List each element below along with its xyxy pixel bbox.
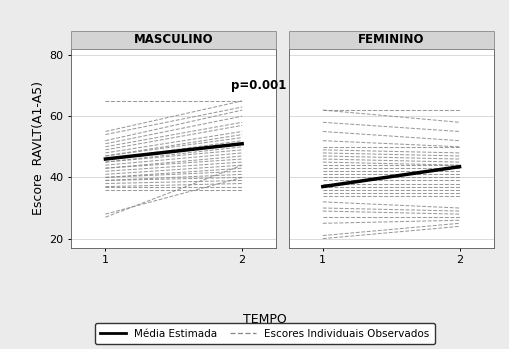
Text: FEMININO: FEMININO xyxy=(358,34,425,46)
FancyBboxPatch shape xyxy=(289,31,494,49)
Text: TEMPO: TEMPO xyxy=(243,313,287,326)
Text: p=0.001: p=0.001 xyxy=(231,79,287,92)
Text: MASCULINO: MASCULINO xyxy=(134,34,214,46)
FancyBboxPatch shape xyxy=(71,31,276,49)
Legend: Média Estimada, Escores Individuais Observados: Média Estimada, Escores Individuais Obse… xyxy=(95,324,435,344)
Y-axis label: Escore  RAVLT(A1-A5): Escore RAVLT(A1-A5) xyxy=(33,81,45,215)
